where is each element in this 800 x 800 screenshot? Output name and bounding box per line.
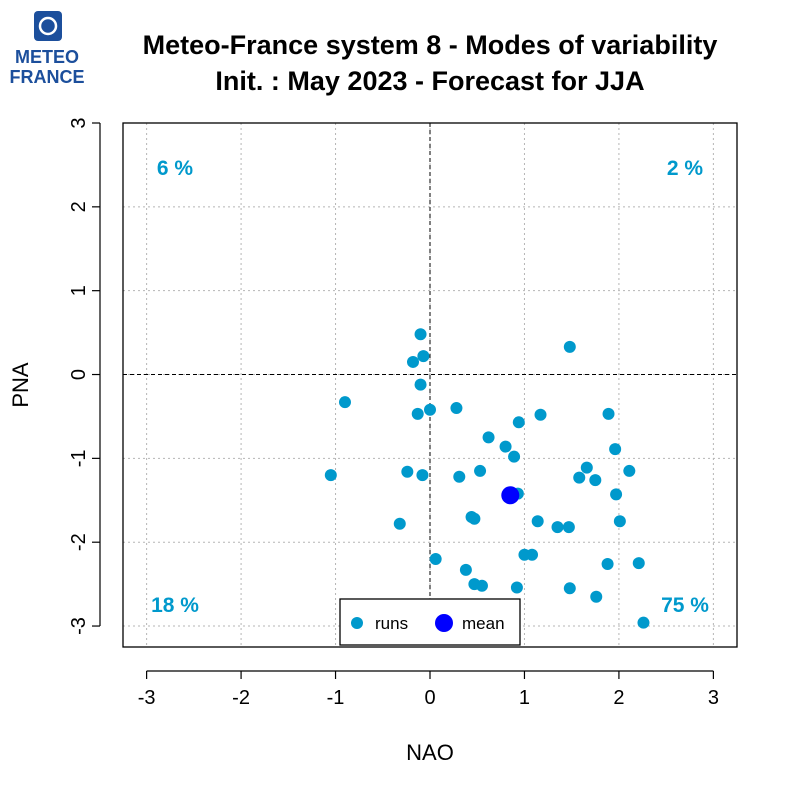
run-point bbox=[474, 464, 487, 477]
run-point bbox=[637, 616, 650, 629]
run-point bbox=[414, 378, 427, 391]
y-tick-label: 1 bbox=[68, 285, 90, 296]
run-point bbox=[453, 470, 466, 483]
run-point bbox=[510, 581, 523, 594]
run-point bbox=[563, 582, 576, 595]
run-point bbox=[563, 340, 576, 353]
mean-point bbox=[501, 486, 520, 505]
run-point bbox=[601, 557, 614, 570]
plot-frame bbox=[122, 122, 738, 648]
run-point bbox=[590, 590, 603, 603]
x-tick-label: 1 bbox=[519, 687, 530, 709]
run-point bbox=[499, 440, 512, 453]
logo-emblem-icon bbox=[34, 11, 62, 41]
run-point bbox=[526, 548, 539, 561]
quadrant-label-bottom-right: 75 % bbox=[661, 594, 709, 617]
run-point bbox=[417, 350, 430, 363]
run-point bbox=[406, 355, 419, 368]
run-point bbox=[589, 474, 602, 487]
run-point bbox=[573, 471, 586, 484]
x-tick-label: 2 bbox=[613, 687, 624, 709]
run-point bbox=[531, 515, 544, 528]
data-points bbox=[324, 328, 650, 629]
run-point bbox=[338, 396, 351, 409]
y-tick-label: -3 bbox=[68, 617, 90, 635]
logo-emblem-mark bbox=[38, 16, 58, 36]
run-point bbox=[632, 557, 645, 570]
y-axis-label: PNA bbox=[8, 362, 33, 408]
y-tick-label: -1 bbox=[68, 449, 90, 467]
run-point bbox=[475, 579, 488, 592]
run-point bbox=[623, 464, 636, 477]
quadrant-label-bottom-left: 18 % bbox=[151, 594, 199, 617]
run-point bbox=[468, 512, 481, 525]
run-point bbox=[459, 563, 472, 576]
run-point bbox=[482, 431, 495, 444]
legend-box bbox=[339, 598, 521, 646]
run-point bbox=[414, 328, 427, 341]
run-point bbox=[551, 521, 564, 534]
run-point bbox=[609, 443, 622, 456]
y-tick-label: 2 bbox=[68, 201, 90, 212]
run-point bbox=[512, 416, 525, 429]
meteo-france-logo: METEO FRANCE bbox=[10, 11, 85, 87]
run-point bbox=[401, 465, 414, 478]
run-point bbox=[411, 407, 424, 420]
run-point bbox=[602, 407, 615, 420]
legend-mean-marker bbox=[435, 614, 453, 632]
run-point bbox=[393, 517, 406, 530]
run-point bbox=[416, 469, 429, 482]
x-tick-label: 3 bbox=[708, 687, 719, 709]
run-point bbox=[450, 402, 463, 415]
quadrant-label-top-right: 2 % bbox=[667, 157, 704, 180]
x-tick-label: -1 bbox=[327, 687, 345, 709]
legend: runs mean bbox=[339, 598, 521, 646]
run-point bbox=[508, 450, 521, 463]
chart-title-line-1: Meteo-France system 8 - Modes of variabi… bbox=[143, 30, 718, 60]
legend-mean-label: mean bbox=[462, 614, 505, 633]
run-point bbox=[580, 461, 593, 474]
x-tick-label: 0 bbox=[424, 687, 435, 709]
run-point bbox=[534, 408, 547, 421]
legend-runs-marker bbox=[351, 617, 363, 629]
quadrant-percentages: 6 % 2 % 18 % 75 % bbox=[151, 157, 709, 617]
y-tick-label: -2 bbox=[68, 533, 90, 551]
run-point bbox=[424, 403, 436, 416]
chart-title-line-2: Init. : May 2023 - Forecast for JJA bbox=[215, 66, 644, 96]
y-tick-label: 0 bbox=[68, 369, 90, 380]
x-tick-label: -3 bbox=[138, 687, 156, 709]
axis-ticks: -3 -2 -1 0 1 2 3 -3 -2 -1 0 1 2 3 bbox=[68, 117, 719, 709]
run-point bbox=[324, 469, 337, 482]
run-point bbox=[429, 552, 442, 565]
x-axis-label: NAO bbox=[406, 740, 454, 765]
logo-text-meteo: METEO bbox=[15, 47, 79, 67]
y-tick-label: 3 bbox=[68, 117, 90, 128]
run-point bbox=[613, 515, 626, 528]
legend-runs-label: runs bbox=[375, 614, 408, 633]
x-tick-label: -2 bbox=[232, 687, 250, 709]
run-point bbox=[610, 488, 623, 501]
logo-text-france: FRANCE bbox=[10, 67, 85, 87]
run-point bbox=[562, 521, 575, 534]
quadrant-label-top-left: 6 % bbox=[157, 157, 194, 180]
